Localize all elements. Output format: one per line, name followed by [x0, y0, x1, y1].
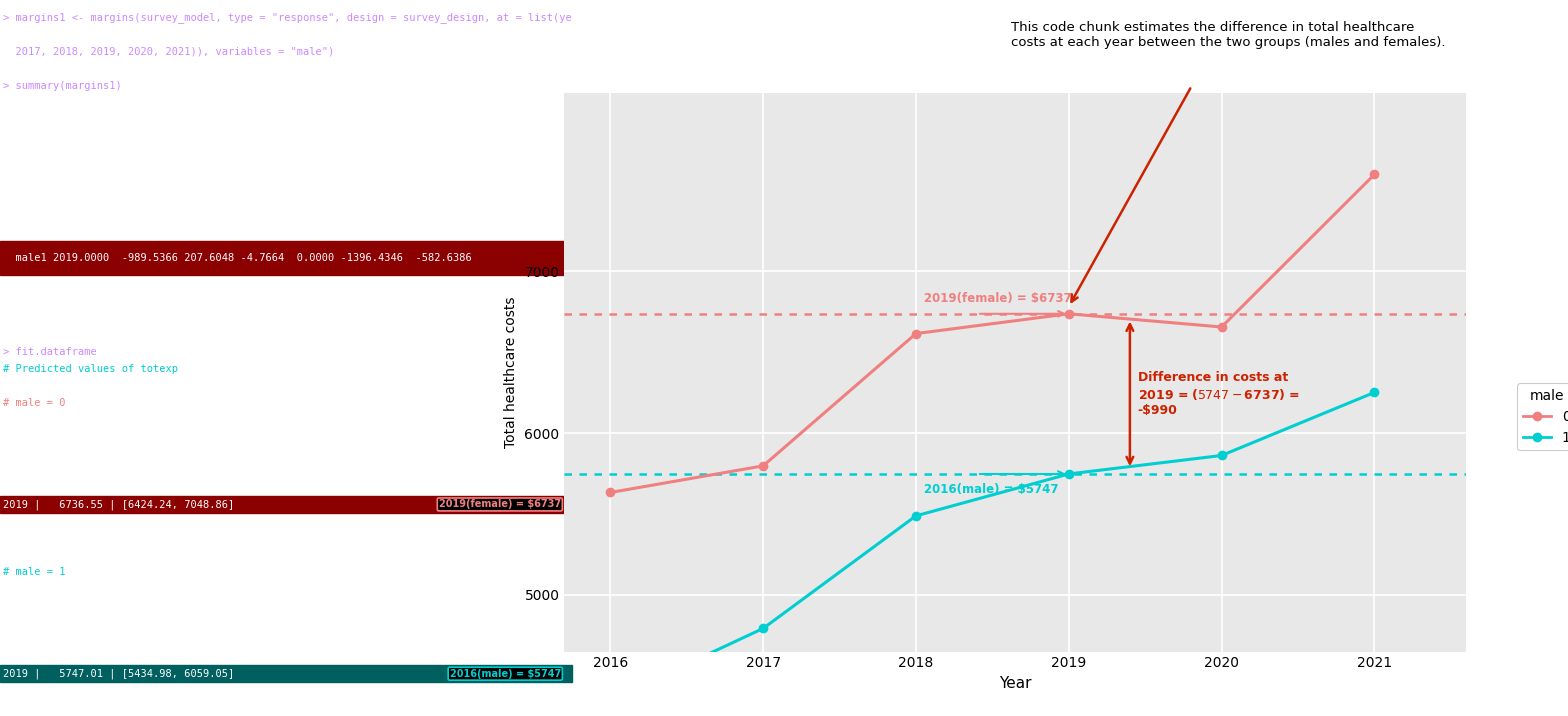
Text: 2016(male) = $5747: 2016(male) = $5747	[924, 483, 1058, 496]
Y-axis label: Total healthcare costs: Total healthcare costs	[503, 296, 517, 448]
Text: male1 2017.0000 -1004.2710 188.0103 -5.3416  0.0000 -1372.7644  -635.7776: male1 2017.0000 -1004.2710 188.0103 -5.3…	[3, 184, 472, 194]
Legend: 0, 1: 0, 1	[1518, 384, 1568, 450]
X-axis label: Year: Year	[999, 676, 1032, 691]
Text: male1 2018.0000 -1126.0341 208.9060 -5.3901  0.0000 -1535.4823  -716.5859: male1 2018.0000 -1126.0341 208.9060 -5.3…	[3, 218, 472, 228]
Text: > margins1 <- margins(survey_model, type = "response", design = survey_design, a: > margins1 <- margins(survey_model, type…	[3, 11, 646, 23]
Text: 2016 |   5632.65 | [5331.39, 5933.91]: 2016 | 5632.65 | [5331.39, 5933.91]	[3, 448, 234, 459]
Text: year | Predicted |          95% CI: year | Predicted | 95% CI	[3, 601, 215, 611]
Text: 2017 |   4792.91 | [4490.46, 5095.36]: 2017 | 4792.91 | [4490.46, 5095.36]	[3, 634, 234, 645]
Text: 2020 |   5861.28 | [5381.62, 6340.93]: 2020 | 5861.28 | [5381.62, 6340.93]	[3, 685, 234, 696]
Text: # male = 0: # male = 0	[3, 398, 66, 408]
Text: Difference in costs at
2019 = ($5747 - $6737) =
-$990: Difference in costs at 2019 = ($5747 - $…	[1137, 371, 1300, 417]
Text: year | Predicted |          95% CI: year | Predicted | 95% CI	[3, 432, 215, 442]
Text: # Predicted values of totexp: # Predicted values of totexp	[3, 364, 177, 374]
Text: male1 2021.0000 -1346.5042 359.8470 -3.7419  0.0002 -2051.7913  -641.2170: male1 2021.0000 -1346.5042 359.8470 -3.7…	[3, 321, 472, 332]
Text: 2017, 2018, 2019, 2020, 2021)), variables = "male"): 2017, 2018, 2019, 2020, 2021)), variable…	[3, 47, 334, 57]
Text: male1 2019.0000  -989.5366 207.6048 -4.7664  0.0000 -1396.4346  -582.6386: male1 2019.0000 -989.5366 207.6048 -4.76…	[3, 253, 472, 263]
Text: 2021 |   7597.16 | [7136.91, 8057.41]: 2021 | 7597.16 | [7136.91, 8057.41]	[3, 533, 234, 543]
Text: 2019(female) = $6737: 2019(female) = $6737	[439, 500, 561, 510]
Text: 2016(male) = $5747: 2016(male) = $5747	[450, 669, 561, 679]
Text: 2019 |   5747.01 | [5434.98, 6059.05]: 2019 | 5747.01 | [5434.98, 6059.05]	[3, 669, 234, 679]
Bar	[0, 665, 572, 682]
Text: 2018 |   5488.30 | [5146.27, 5830.34]: 2018 | 5488.30 | [5146.27, 5830.34]	[3, 652, 234, 662]
Text: 2020 |   6655.00 | [6252.98, 7057.02]: 2020 | 6655.00 | [6252.98, 7057.02]	[3, 516, 234, 527]
Text: 2019(female) = $6737: 2019(female) = $6737	[924, 292, 1071, 305]
Text: 2019 |   6736.55 | [6424.24, 7048.86]: 2019 | 6736.55 | [6424.24, 7048.86]	[3, 499, 234, 510]
Bar	[0, 241, 572, 275]
Text: male1 2020.0000  -793.7199 302.6867 -2.6222  0.0087 -1386.9749  -200.4649: male1 2020.0000 -793.7199 302.6867 -2.62…	[3, 287, 472, 297]
Bar	[0, 496, 572, 513]
Text: > summary(margins1): > summary(margins1)	[3, 81, 122, 91]
Text: 2017 |   5797.18 | [5478.15, 6116.21]: 2017 | 5797.18 | [5478.15, 6116.21]	[3, 465, 234, 476]
Text: 2016 |   4351.80 | [4070.08, 4633.51]: 2016 | 4351.80 | [4070.08, 4633.51]	[3, 618, 234, 628]
Text: 2021 |   6250.66 | [5694.67, 6806.64]: 2021 | 6250.66 | [5694.67, 6806.64]	[3, 702, 234, 713]
Text: 2018 |   6614.34 | [6274.20, 6954.48]: 2018 | 6614.34 | [6274.20, 6954.48]	[3, 483, 234, 493]
Text: male1 2016.0000 -1280.8517 183.1789 -6.9924  0.0000 -1639.8757  -921.8278: male1 2016.0000 -1280.8517 183.1789 -6.9…	[3, 150, 472, 160]
Text: > fit.dataframe: > fit.dataframe	[3, 347, 97, 357]
Text: This code chunk estimates the difference in total healthcare
costs at each year : This code chunk estimates the difference…	[1011, 21, 1446, 49]
Text: # male = 1: # male = 1	[3, 567, 66, 577]
Text: factor   year        AME        SE        z       p      lower      upper: factor year AME SE z p lower upper	[3, 115, 466, 125]
